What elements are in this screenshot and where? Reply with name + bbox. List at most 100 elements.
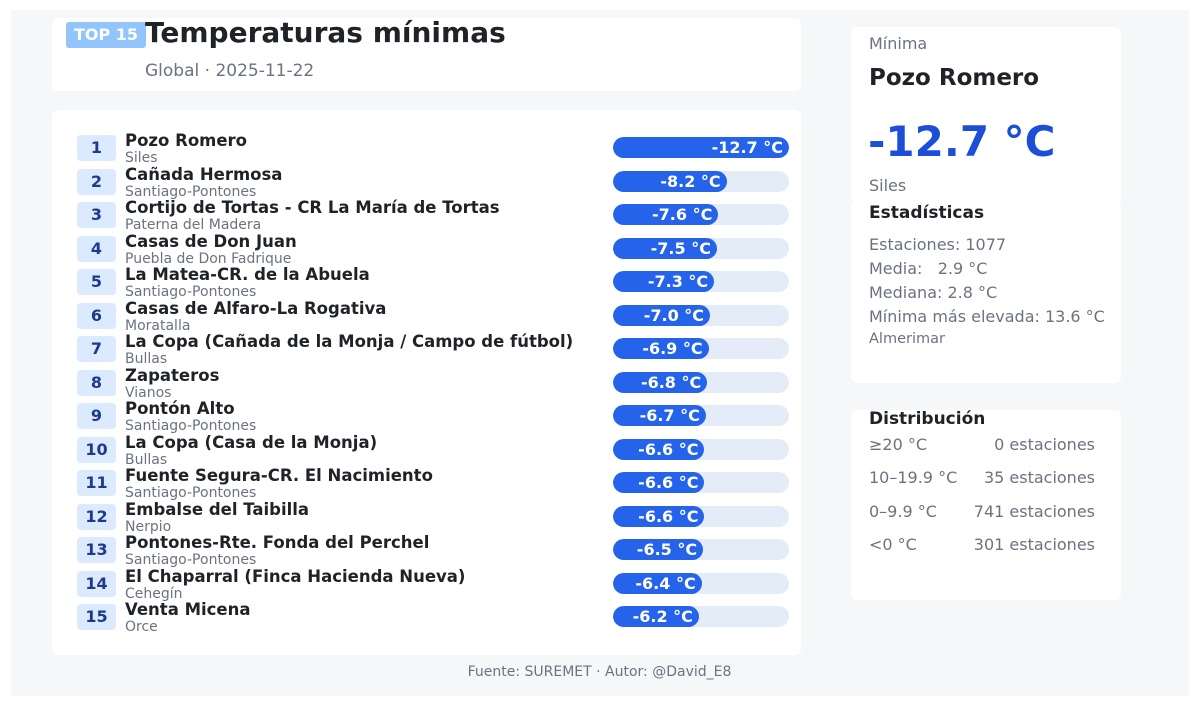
temperature-bar-track: -6.4 °C [613, 572, 789, 594]
temperature-label: -7.3 °C [647, 272, 709, 291]
station-location: Vianos [125, 384, 172, 401]
minimum-label: Mínima [869, 34, 928, 53]
station-location: Santiago-Pontones [125, 552, 257, 568]
rank-badge: 6 [77, 302, 116, 329]
temperature-label: -7.5 °C [650, 238, 711, 258]
temperature-label: -6.6 °C [638, 506, 699, 526]
rank-badge: 7 [77, 336, 116, 362]
station-row: 6 Casas de Alfaro-La Rogativa Moratalla -7.… [52, 299, 801, 334]
station-row: 15 Venta Micena Orce -6.2 °C [52, 600, 801, 635]
station-name: Fuente Segura-CR. El Nacimiento [125, 466, 433, 485]
temperature-bar [613, 505, 705, 527]
temperature-bar-track: -6.6 °C [613, 438, 789, 460]
station-location: Bullas [125, 451, 168, 468]
distribution-range: ≥20 °C [869, 435, 928, 454]
temperature-bar-track: -8.2 °C [613, 170, 789, 192]
station-name: La Matea-CR. de la Abuela [125, 265, 370, 284]
distribution-range: 10–19.9 °C [869, 468, 958, 487]
station-location: Santiago-Pontones [125, 284, 257, 300]
rank-badge: 1 [77, 135, 116, 161]
station-name: Pontones-Rte. Fonda del Perchel [125, 533, 430, 552]
rank-badge: 14 [77, 570, 116, 597]
temperature-label: -6.8 °C [640, 372, 702, 392]
station-row: 8 Zapateros Vianos -6.8 °C [52, 366, 801, 401]
temperature-label: -7.6 °C [652, 205, 713, 224]
stat-stations: Estaciones: 1077 [869, 235, 1007, 254]
station-name: Cañada Hermosa [125, 164, 283, 184]
distribution-title: Distribución [869, 409, 986, 429]
footer-source: Fuente: SUREMET · Autor: @David_E8 [467, 664, 732, 680]
temperature-bar [613, 539, 704, 560]
temperature-label: -6.9 °C [642, 339, 703, 358]
station-row: 10 La Copa (Casa de la Monja) Bullas -6.6 °… [52, 432, 801, 468]
station-row: 3 Cortijo de Tortas - CR La María de Tort… [52, 198, 801, 233]
station-row: 1 Pozo Romero Siles -12.7 °C [52, 131, 801, 166]
header-card [52, 18, 801, 91]
temperature-bar-track: -6.6 °C [613, 472, 789, 493]
station-row: 12 Embalse del Taibilla Nerpio -6.6 °C [52, 499, 801, 535]
temperature-bar [613, 371, 708, 393]
minimum-value: -12.7 °C [868, 117, 1056, 166]
station-name: Embalse del Taibilla [125, 499, 310, 519]
rank-badge: 11 [77, 470, 116, 496]
temperature-bar [613, 472, 705, 493]
station-name: El Chaparral (Finca Hacienda Nueva) [125, 566, 466, 586]
station-name: Pozo Romero [125, 131, 248, 150]
minimum-location: Siles [869, 176, 907, 195]
distribution-range: <0 °C [869, 535, 917, 554]
distribution-count: 0 estaciones [994, 435, 1095, 454]
temperature-bar-track: -12.7 °C [613, 137, 789, 158]
rank-badge: 5 [77, 269, 116, 295]
temperature-bar [613, 271, 715, 292]
station-name: Casas de Don Juan [125, 231, 297, 251]
station-name: Pontón Alto [125, 399, 235, 418]
temperature-bar [613, 338, 709, 359]
distribution-row: ≥20 °C 0 estaciones [869, 435, 1095, 457]
stat-highest-min: Mínima más elevada: 13.6 °C [869, 307, 1105, 326]
top-badge: TOP 15 [66, 22, 146, 48]
station-location: Nerpio [125, 518, 172, 535]
station-row: 14 El Chaparral (Finca Hacienda Nueva) Ceh… [52, 566, 801, 602]
ranking-list: 1 Pozo Romero Siles -12.7 °C 2 Cañada Hermosa… [52, 110, 801, 655]
temperature-bar [613, 304, 710, 326]
station-location: Orce [125, 619, 158, 635]
temperature-bar-track: -6.2 °C [613, 606, 789, 627]
temperature-bar [613, 572, 702, 594]
station-row: 11 Fuente Segura-CR. El Nacimiento Santiag… [52, 466, 801, 501]
temperature-label: -6.4 °C [635, 573, 696, 593]
station-name: Cortijo de Tortas - CR La María de Torta… [125, 198, 500, 217]
station-location: Bullas [125, 351, 168, 367]
temperature-label: -8.2 °C [660, 171, 721, 191]
station-name: La Copa (Casa de la Monja) [125, 432, 378, 452]
stat-median: Mediana: 2.8 °C [869, 283, 998, 302]
station-row: 4 Casas de Don Juan Puebla de Don Fadrique… [52, 231, 801, 267]
temperature-bar [613, 606, 699, 627]
temperature-bar [613, 237, 717, 259]
temperature-label: -6.7 °C [639, 406, 700, 425]
statistics-card: Estadísticas Estaciones: 1077 Media: 2.9… [851, 201, 1121, 383]
station-location: Moratalla [125, 317, 191, 334]
rank-badge: 10 [77, 436, 116, 463]
temperature-bar [613, 170, 727, 192]
station-location: Siles [125, 150, 158, 166]
station-row: 9 Pontón Alto Santiago-Pontones -6.7 °C [52, 399, 801, 434]
distribution-card: Distribución ≥20 °C 0 estaciones 10–19.9… [851, 409, 1121, 600]
station-row: 13 Pontones-Rte. Fonda del Perchel Santiag… [52, 533, 801, 568]
station-row: 7 La Copa (Cañada de la Monja / Campo de … [52, 332, 801, 367]
statistics-title: Estadísticas [869, 203, 985, 223]
station-location: Santiago-Pontones [125, 418, 257, 434]
temperature-label: -6.6 °C [638, 473, 699, 492]
temperature-bar-track: -6.9 °C [613, 338, 789, 359]
station-name: La Copa (Cañada de la Monja / Campo de f… [125, 332, 574, 351]
distribution-count: 741 estaciones [973, 502, 1095, 521]
temperature-bar [613, 137, 789, 158]
temperature-bar [613, 438, 705, 460]
temperature-bar-track: -6.8 °C [613, 371, 789, 393]
temperature-bar-track: -6.6 °C [613, 505, 789, 527]
distribution-row: 10–19.9 °C 35 estaciones [869, 468, 1095, 490]
stat-highest-min-station: Almerimar [869, 331, 945, 347]
distribution-count: 35 estaciones [983, 468, 1095, 487]
temperature-bar-track: -6.5 °C [613, 539, 789, 560]
temperature-label: -6.6 °C [638, 439, 699, 459]
rank-badge: 9 [77, 403, 116, 429]
